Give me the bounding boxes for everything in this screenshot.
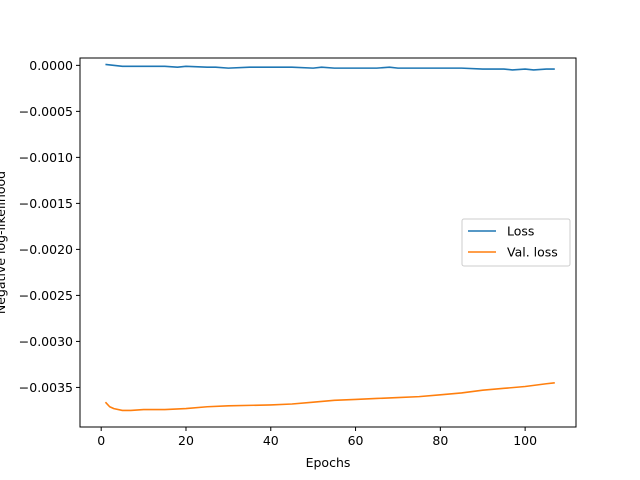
x-tick-label: 20 xyxy=(178,433,194,448)
y-tick-label: −0.0010 xyxy=(19,150,73,165)
y-tick-label: 0.0000 xyxy=(29,58,73,73)
legend: Loss Val. loss xyxy=(461,218,571,267)
legend-label-val-loss: Val. loss xyxy=(507,245,558,260)
y-tick-label: −0.0030 xyxy=(19,334,73,349)
x-tick-label: 60 xyxy=(348,433,364,448)
x-tick-label: 40 xyxy=(263,433,279,448)
x-axis-label: Epochs xyxy=(306,455,351,470)
y-tick-label: −0.0015 xyxy=(19,196,73,211)
legend-label-loss: Loss xyxy=(507,224,534,239)
x-tick-label: 80 xyxy=(432,433,448,448)
series-line-val-loss xyxy=(104,382,555,412)
x-axis-ticks: 0 20 40 60 80 100 xyxy=(97,427,537,448)
y-axis-label: Negative log-likelihood xyxy=(0,171,8,314)
y-tick-label: −0.0025 xyxy=(19,288,73,303)
y-axis-ticks: 0.0000 −0.0005 −0.0010 −0.0015 −0.0020 −0.002… xyxy=(19,58,80,395)
y-tick-label: −0.0020 xyxy=(19,242,73,257)
series-layer xyxy=(104,63,555,412)
x-tick-label: 0 xyxy=(97,433,105,448)
y-tick-label: −0.0035 xyxy=(19,380,73,395)
y-tick-label: −0.0005 xyxy=(19,104,73,119)
x-tick-label: 100 xyxy=(513,433,537,448)
series-line-loss xyxy=(105,63,555,71)
